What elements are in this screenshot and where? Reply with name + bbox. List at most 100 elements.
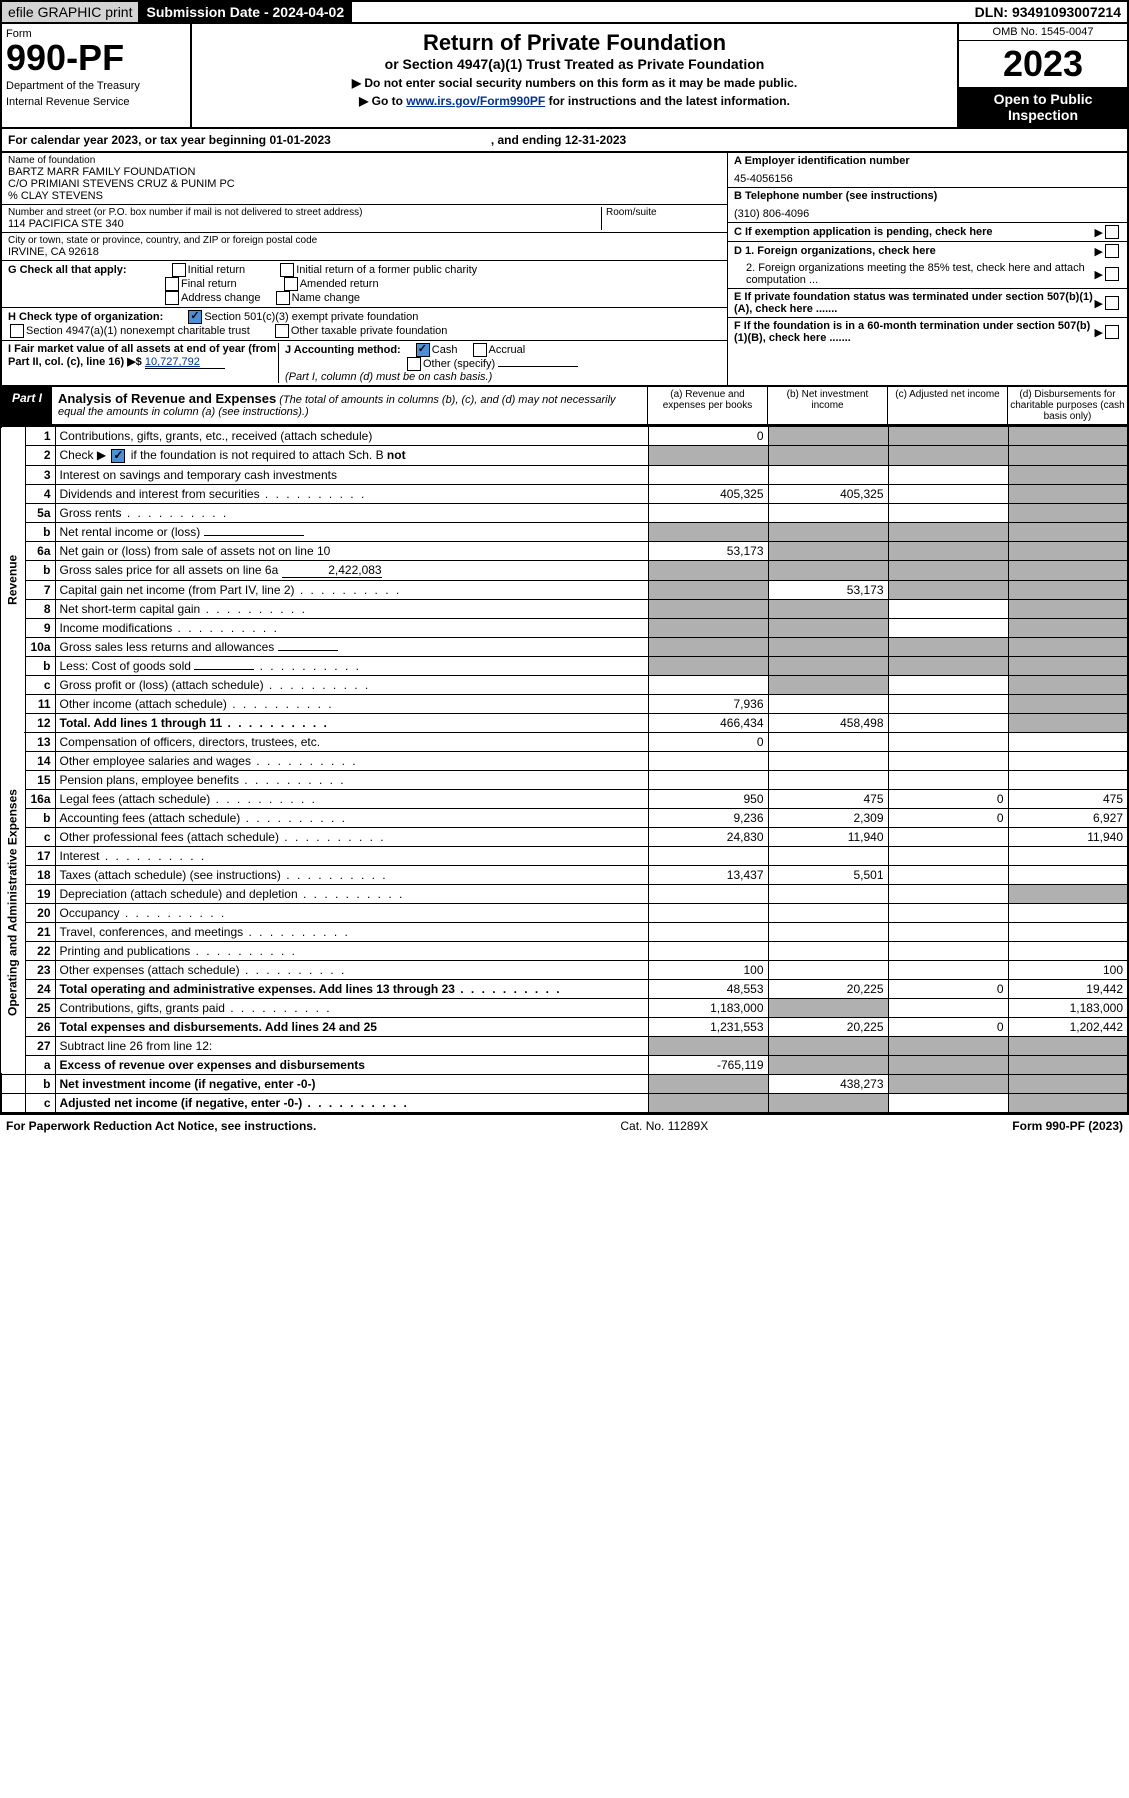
r9-b xyxy=(768,618,888,637)
r13-d-amt xyxy=(1008,732,1128,751)
r10b-txt: Less: Cost of goods sold xyxy=(60,659,191,673)
row-1: Revenue1Contributions, gifts, grants, et… xyxy=(1,427,1128,446)
r5b-c xyxy=(888,522,1008,541)
g-initial-former-wrap: Initial return of a former public charit… xyxy=(278,264,477,276)
g-cell: G Check all that apply: Initial return I… xyxy=(2,261,727,308)
row-9: 9Income modifications xyxy=(1,618,1128,637)
h-501-wrap: Section 501(c)(3) exempt private foundat… xyxy=(186,311,418,323)
r16b-a: 9,236 xyxy=(648,808,768,827)
r16c-b: 11,940 xyxy=(768,827,888,846)
r22-n: 22 xyxy=(25,941,55,960)
j-accrual: Accrual xyxy=(489,344,526,356)
r20-n: 20 xyxy=(25,903,55,922)
r27a-n: a xyxy=(25,1055,55,1074)
col-c-hdr: (c) Adjusted net income xyxy=(887,387,1007,424)
chk-cash[interactable] xyxy=(416,343,430,357)
r2-d2: if the foundation is not required to att… xyxy=(127,448,383,462)
r7-b: 53,173 xyxy=(768,580,888,599)
chk-501c3[interactable] xyxy=(188,310,202,324)
r17-b xyxy=(768,846,888,865)
chk-f[interactable] xyxy=(1105,325,1119,339)
r18-d: Taxes (attach schedule) (see instruction… xyxy=(55,865,648,884)
chk-d2[interactable] xyxy=(1105,267,1119,281)
part1-title: Analysis of Revenue and Expenses xyxy=(58,391,276,406)
i-val[interactable]: 10,727,792 xyxy=(145,356,225,369)
chk-d1[interactable] xyxy=(1105,244,1119,258)
r16b-d: Accounting fees (attach schedule) xyxy=(55,808,648,827)
row-19: 19Depreciation (attach schedule) and dep… xyxy=(1,884,1128,903)
r22-b xyxy=(768,941,888,960)
r5b-d-amt xyxy=(1008,522,1128,541)
chk-address[interactable] xyxy=(165,291,179,305)
efile-btn[interactable]: efile GRAPHIC print xyxy=(2,2,140,22)
j-block: J Accounting method: Cash Accrual Other … xyxy=(278,343,721,383)
r18-d-amt xyxy=(1008,865,1128,884)
r27b-d-amt xyxy=(1008,1074,1128,1093)
row-16b: bAccounting fees (attach schedule)9,2362… xyxy=(1,808,1128,827)
g-name: Name change xyxy=(292,292,361,304)
header-right: OMB No. 1545-0047 2023 Open to Public In… xyxy=(957,24,1127,127)
chk-name[interactable] xyxy=(276,291,290,305)
chk-amended[interactable] xyxy=(284,277,298,291)
r4-n: 4 xyxy=(25,484,55,503)
r14-n: 14 xyxy=(25,751,55,770)
r27b-n: b xyxy=(25,1074,55,1093)
r11-a: 7,936 xyxy=(648,694,768,713)
row-27c: cAdjusted net income (if negative, enter… xyxy=(1,1093,1128,1113)
chk-accrual[interactable] xyxy=(473,343,487,357)
r19-b xyxy=(768,884,888,903)
r1-n: 1 xyxy=(25,427,55,446)
r17-d: Interest xyxy=(55,846,648,865)
header: Form 990-PF Department of the Treasury I… xyxy=(0,24,1129,129)
r10b-c xyxy=(888,656,1008,675)
chk-schb[interactable] xyxy=(111,449,125,463)
r11-b xyxy=(768,694,888,713)
row-16a: 16aLegal fees (attach schedule)950475047… xyxy=(1,789,1128,808)
g-amended: Amended return xyxy=(300,278,379,290)
phone-cell: B Telephone number (see instructions) (3… xyxy=(728,188,1127,223)
r8-b xyxy=(768,599,888,618)
r9-d: Income modifications xyxy=(55,618,648,637)
form-link[interactable]: www.irs.gov/Form990PF xyxy=(406,94,545,108)
chk-c[interactable] xyxy=(1105,225,1119,239)
header-mid: Return of Private Foundation or Section … xyxy=(192,24,957,127)
r10a-d-amt xyxy=(1008,637,1128,656)
i-lbl: I Fair market value of all assets at end… xyxy=(8,343,276,368)
chk-initial[interactable] xyxy=(172,263,186,277)
r8-d: Net short-term capital gain xyxy=(55,599,648,618)
chk-other-tax[interactable] xyxy=(275,324,289,338)
chk-final[interactable] xyxy=(165,277,179,291)
chk-4947[interactable] xyxy=(10,324,24,338)
row-10b: bLess: Cost of goods sold xyxy=(1,656,1128,675)
submission-date: Submission Date - 2024-04-02 xyxy=(140,2,352,22)
row-25: 25Contributions, gifts, grants paid1,183… xyxy=(1,998,1128,1017)
r10a-a xyxy=(648,637,768,656)
r16a-d: Legal fees (attach schedule) xyxy=(55,789,648,808)
r13-b xyxy=(768,732,888,751)
r5b-txt: Net rental income or (loss) xyxy=(60,525,201,539)
r2-a xyxy=(648,446,768,466)
r23-b xyxy=(768,960,888,979)
g-amended-wrap: Amended return xyxy=(282,278,379,290)
g-address: Address change xyxy=(181,292,261,304)
r6a-c xyxy=(888,541,1008,560)
note2-post: for instructions and the latest informat… xyxy=(545,94,790,108)
r26-n: 26 xyxy=(25,1017,55,1036)
r25-d: Contributions, gifts, grants paid xyxy=(55,998,648,1017)
r16c-a: 24,830 xyxy=(648,827,768,846)
r3-d: Interest on savings and temporary cash i… xyxy=(55,465,648,484)
g-initial-former: Initial return of a former public charit… xyxy=(296,264,477,276)
topbar: efile GRAPHIC print Submission Date - 20… xyxy=(0,0,1129,24)
ein-lbl: A Employer identification number xyxy=(734,155,1121,167)
r10c-d-amt xyxy=(1008,675,1128,694)
g-lbl: G Check all that apply: xyxy=(8,264,127,276)
chk-j-other[interactable] xyxy=(407,357,421,371)
r13-d: Compensation of officers, directors, tru… xyxy=(55,732,648,751)
r8-a xyxy=(648,599,768,618)
r20-b xyxy=(768,903,888,922)
omb: OMB No. 1545-0047 xyxy=(959,24,1127,41)
chk-e[interactable] xyxy=(1105,296,1119,310)
r7-d-amt xyxy=(1008,580,1128,599)
r2-n: 2 xyxy=(25,446,55,466)
chk-initial-former[interactable] xyxy=(280,263,294,277)
